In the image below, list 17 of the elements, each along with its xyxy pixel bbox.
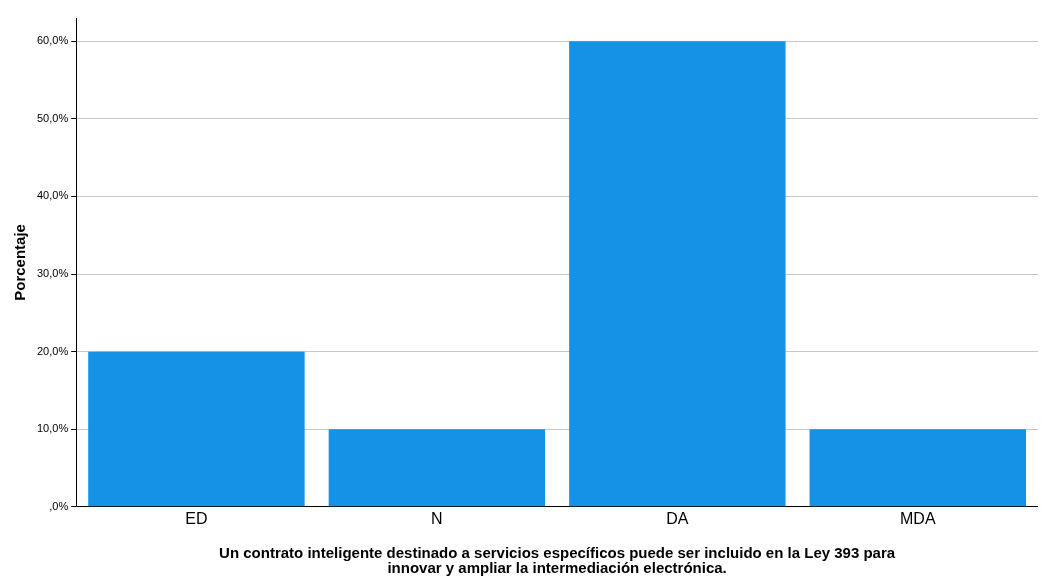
y-tick-label: 30,0% bbox=[36, 267, 69, 280]
bar bbox=[328, 429, 546, 507]
x-tick-label: MDA bbox=[899, 509, 936, 527]
y-axis-title: Porcentaje bbox=[11, 224, 29, 301]
x-axis-title: Un contrato inteligente destinado a servicios específicos puede ser incluido en la Ley 393 para innovar y ampliar la intermediación electrónica. bbox=[219, 543, 896, 576]
y-tick-label: 20,0% bbox=[36, 344, 69, 357]
x-tick-label: DA bbox=[666, 509, 689, 527]
y-tick-label: 50,0% bbox=[36, 111, 69, 124]
y-tick-label: 10,0% bbox=[36, 422, 69, 435]
y-tick-label: 40,0% bbox=[36, 189, 69, 202]
x-tick-label: N bbox=[431, 509, 443, 527]
bar bbox=[809, 429, 1026, 507]
y-tick-label: 60,0% bbox=[36, 34, 69, 47]
bar bbox=[569, 41, 786, 507]
x-tick-label: ED bbox=[185, 509, 208, 527]
bar bbox=[88, 351, 305, 507]
y-tick-label: ,0% bbox=[49, 499, 69, 512]
